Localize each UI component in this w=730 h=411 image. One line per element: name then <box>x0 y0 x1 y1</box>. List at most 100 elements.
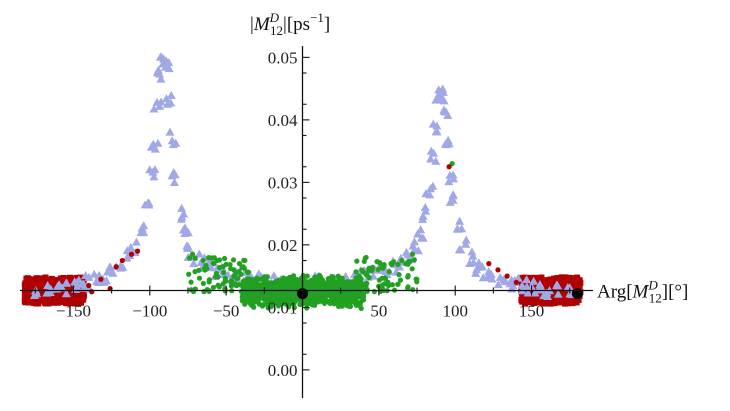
triangle-point <box>543 292 553 301</box>
circle-point <box>328 296 335 303</box>
triangle-point <box>61 289 71 298</box>
square-point <box>50 283 57 290</box>
triangle-point <box>478 273 488 282</box>
square-point <box>79 294 86 301</box>
data-points <box>21 52 584 312</box>
triangle-point <box>431 156 441 165</box>
triangle-point <box>155 69 165 78</box>
reference-point <box>571 288 583 300</box>
circle-point <box>221 269 227 276</box>
circle-point <box>329 273 335 280</box>
circle-point <box>379 275 385 281</box>
square-point <box>551 276 558 283</box>
triangle-point <box>139 228 149 237</box>
circle-point <box>309 302 315 308</box>
x-tick-label: 150 <box>519 302 545 321</box>
triangle-point <box>74 275 84 284</box>
triangle-point <box>454 245 464 254</box>
triangle-point <box>150 165 160 174</box>
triangle-point <box>553 281 563 290</box>
circle-point <box>388 261 394 267</box>
circle-point <box>245 269 251 276</box>
square-point <box>538 274 545 281</box>
triangle-point <box>171 138 181 147</box>
circle-point <box>405 274 411 280</box>
square-point <box>27 277 34 284</box>
triangle-point <box>487 274 497 283</box>
circle-point <box>368 267 374 273</box>
circle-point <box>206 279 212 285</box>
circle-point <box>397 277 404 283</box>
triangle-point <box>429 148 439 157</box>
square-point <box>558 283 565 290</box>
circle-point <box>196 275 203 281</box>
circle-point <box>261 280 267 286</box>
triangle-point <box>448 191 458 200</box>
triangle-point <box>444 177 454 186</box>
circle-point <box>233 283 239 289</box>
triangle-point <box>535 279 545 288</box>
triangle-point <box>77 279 87 288</box>
circle-point <box>321 281 327 287</box>
square-point <box>38 296 45 303</box>
triangle-point <box>471 265 481 274</box>
circle-point <box>326 282 332 288</box>
circle-point <box>354 258 360 264</box>
triangle-point <box>180 223 190 232</box>
square-point <box>29 281 36 288</box>
circle-point <box>241 257 247 263</box>
square-point <box>80 291 87 298</box>
square-point <box>521 295 528 302</box>
triangle-point <box>529 276 539 285</box>
x-tick-label: −150 <box>56 302 91 321</box>
circle-point <box>284 284 290 290</box>
triangle-point <box>434 89 444 98</box>
square-point <box>22 280 29 287</box>
y-tick-label: 0.03 <box>268 173 298 192</box>
triangle-point <box>408 241 418 250</box>
circle-point <box>334 291 340 297</box>
circle-point <box>189 251 196 257</box>
circle-point <box>215 282 221 288</box>
y-tick-label: 0.00 <box>268 361 298 380</box>
triangle-point <box>269 271 279 280</box>
triangle-point <box>194 249 204 258</box>
square-point <box>524 296 531 303</box>
square-point <box>47 296 54 303</box>
circle-point <box>113 264 119 270</box>
circle-point <box>358 294 364 300</box>
circle-point <box>357 299 363 306</box>
square-point <box>548 281 555 288</box>
square-point <box>570 275 577 282</box>
square-point <box>569 300 576 307</box>
circle-point <box>351 294 357 301</box>
triangle-point <box>445 170 455 179</box>
circle-point <box>409 266 415 272</box>
square-point <box>559 298 566 305</box>
circle-point <box>276 277 282 283</box>
square-point <box>564 300 571 307</box>
triangle-point <box>189 258 199 267</box>
circle-point <box>200 280 206 287</box>
circle-point <box>234 275 240 282</box>
circle-point <box>227 261 233 268</box>
triangle-point <box>438 87 448 96</box>
circle-point <box>325 276 331 282</box>
circle-point <box>192 268 198 275</box>
circle-point <box>386 269 392 275</box>
circle-point <box>240 264 246 270</box>
circle-point <box>495 267 501 273</box>
circle-point <box>361 258 367 264</box>
circle-point <box>371 289 377 295</box>
circle-point <box>332 280 338 286</box>
square-point <box>564 275 571 282</box>
circle-point <box>247 276 253 282</box>
circle-point <box>266 283 273 290</box>
triangle-point <box>432 121 442 130</box>
triangle-point <box>461 235 471 244</box>
y-tick-label: 0.05 <box>268 48 298 67</box>
circle-point <box>241 291 247 297</box>
square-point <box>42 274 49 281</box>
square-point <box>548 299 555 306</box>
